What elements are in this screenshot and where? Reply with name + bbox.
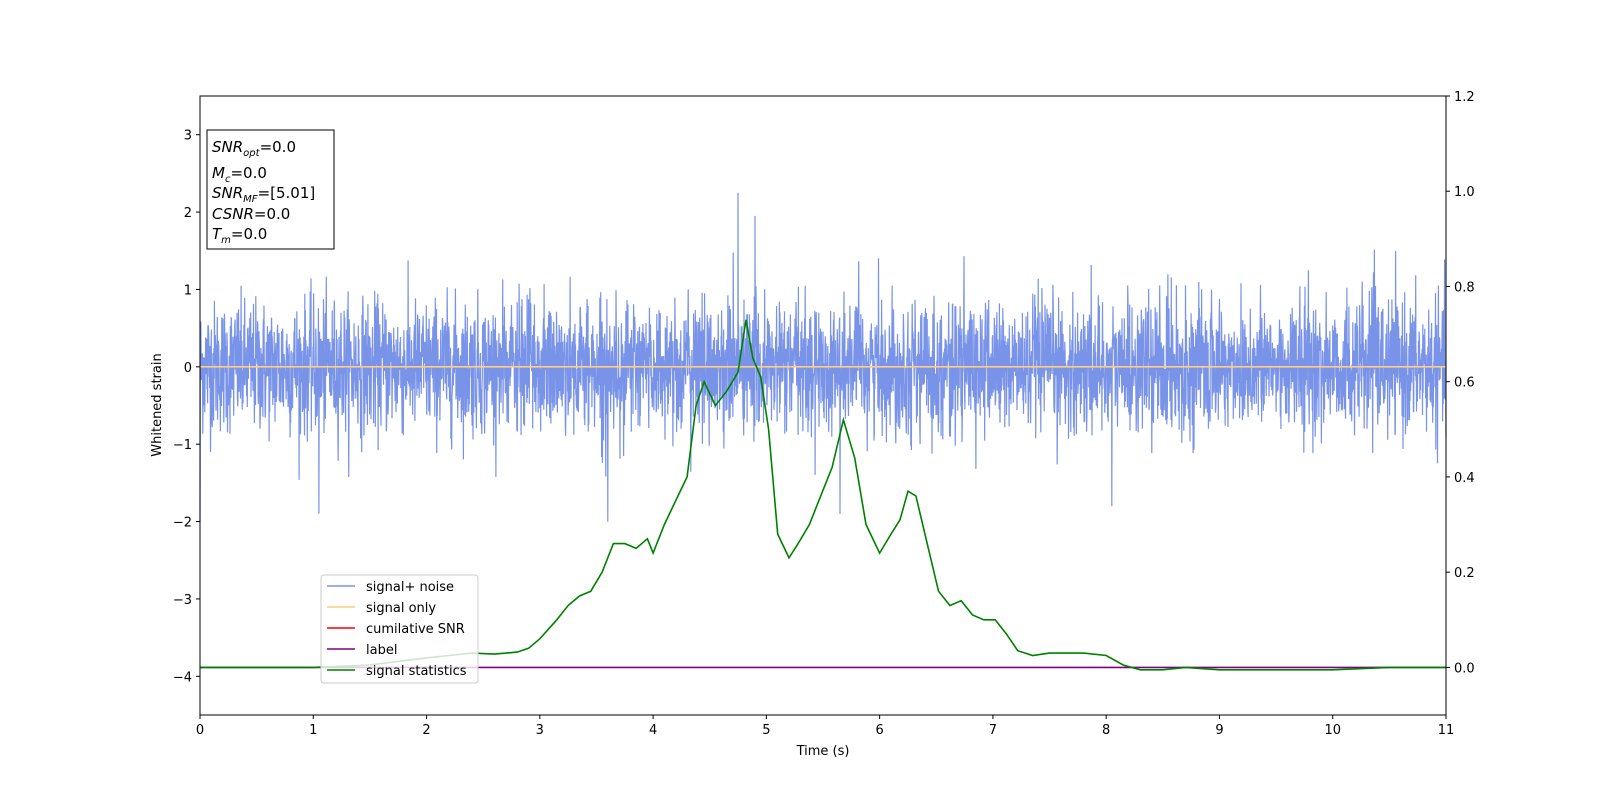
x-tick-label: 10: [1324, 723, 1341, 738]
y-tick-label: −3: [173, 593, 192, 608]
y2-tick-label: 1.0: [1454, 185, 1475, 200]
y2-tick-label: 0.8: [1454, 280, 1475, 295]
x-tick-label: 1: [309, 723, 317, 738]
legend-label: signal statistics: [366, 664, 467, 679]
y-tick-label: −1: [173, 438, 192, 453]
x-tick-label: 0: [196, 723, 204, 738]
info-box-row: CSNR=0.0: [212, 205, 290, 223]
y2-tick-label: 1.2: [1454, 90, 1475, 105]
legend-label: signal only: [366, 601, 436, 616]
y2-tick-label: 0.0: [1454, 661, 1475, 676]
x-tick-label: 4: [649, 723, 657, 738]
y2-tick-label: 0.2: [1454, 566, 1475, 581]
y2-tick-label: 0.6: [1454, 376, 1475, 391]
y-tick-label: −4: [173, 670, 192, 685]
series-signal-noise: [199, 192, 1447, 522]
legend: signal+ noise signal only cumilative SNR la…: [320, 574, 479, 684]
y-axis-label: Whitened strain: [150, 353, 165, 456]
y-tick-label: −2: [173, 516, 192, 531]
x-tick-label: 6: [875, 723, 883, 738]
x-tick-label: 8: [1102, 723, 1110, 738]
info-box-row: Mc=0.0: [212, 164, 267, 185]
legend-label: label: [366, 643, 397, 658]
y-tick-label: 2: [184, 206, 192, 221]
legend-frame: [320, 574, 479, 684]
x-tick-label: 2: [422, 723, 430, 738]
series-signal-statistics: [200, 319, 1446, 671]
y-tick-label: 3: [184, 129, 192, 144]
x-tick-label: 7: [989, 723, 997, 738]
info-box-row: Tm=0.0: [212, 225, 267, 246]
plot-frame: [199, 95, 1447, 716]
y-tick-label: 1: [184, 283, 192, 298]
y2-tick-label: 0.4: [1454, 471, 1475, 486]
legend-label: signal+ noise: [366, 580, 454, 595]
x-tick-label: 3: [536, 723, 544, 738]
x-tick-label: 9: [1215, 723, 1223, 738]
x-tick-label: 5: [762, 723, 770, 738]
legend-label: cumilative SNR: [366, 622, 465, 637]
info-box-frame: [206, 129, 335, 250]
info-box-row: SNRMF=[5.01]: [212, 184, 315, 205]
info-box-row: SNRopt=0.0: [212, 138, 296, 159]
x-axis-label: Time (s): [796, 744, 850, 759]
y-tick-label: 0: [184, 361, 192, 376]
x-tick-label: 11: [1438, 723, 1455, 738]
